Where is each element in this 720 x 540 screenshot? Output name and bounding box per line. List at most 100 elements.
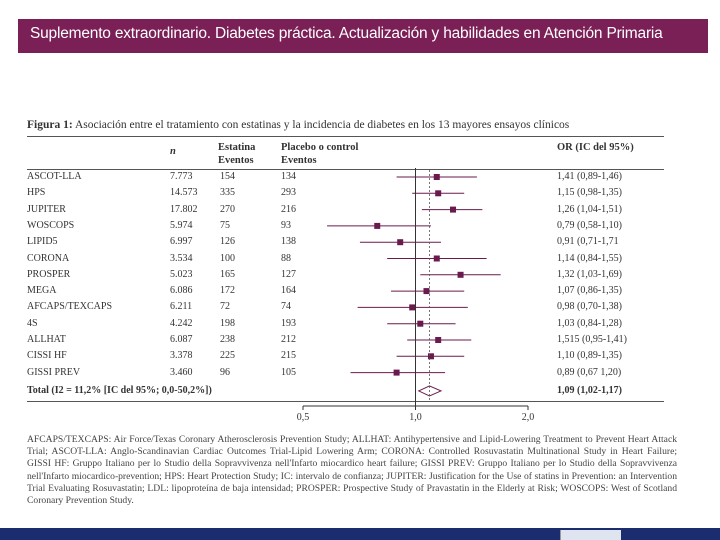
total-or-ci: 1,09 (1,02-1,17) <box>557 384 622 396</box>
row-study-name: CORONA <box>27 252 70 264</box>
row-or-ci: 1,515 (0,95-1,41) <box>557 334 627 345</box>
row-placebo-events: 105 <box>281 366 296 378</box>
row-placebo-events: 88 <box>281 252 291 264</box>
or-marker <box>409 304 416 311</box>
or-marker <box>417 320 424 327</box>
x-tick-label: 2,0 <box>522 412 535 423</box>
row-n: 7.773 <box>170 171 193 182</box>
abbreviations-footnote: AFCAPS/TEXCAPS: Air Force/Texas Coronary… <box>27 434 677 507</box>
row-n: 6.211 <box>170 301 193 313</box>
row-n: 6.087 <box>170 334 193 345</box>
journal-banner-title: Suplemento extraordinario. Diabetes prác… <box>30 25 663 42</box>
row-statin-events: 225 <box>220 350 235 362</box>
table-bottom-rule <box>27 401 664 402</box>
row-placebo-events: 74 <box>281 301 291 313</box>
row-n: 6.997 <box>170 236 193 248</box>
row-n: 3.534 <box>170 252 193 264</box>
row-placebo-events: 216 <box>281 203 296 215</box>
row-or-ci: 0,89 (0,67 1,20) <box>557 366 622 378</box>
or-marker <box>423 288 430 295</box>
row-statin-events: 238 <box>220 334 235 345</box>
row-or-ci: 1,07 (0,86-1,35) <box>557 285 622 297</box>
row-study-name: ALLHAT <box>27 334 66 345</box>
row-study-name: GISSI PREV <box>27 366 81 378</box>
bottom-bar-panel <box>560 530 621 540</box>
row-statin-events: 270 <box>220 203 235 215</box>
x-tick-label: 1,0 <box>409 412 422 423</box>
or-marker <box>435 337 442 343</box>
row-statin-events: 126 <box>220 236 235 248</box>
row-placebo-events: 212 <box>281 334 296 345</box>
row-n: 3.460 <box>170 366 193 378</box>
table-top-rule <box>27 136 664 137</box>
figure-caption-text: Asociación entre el tratamiento con esta… <box>74 119 570 131</box>
or-marker <box>427 353 434 360</box>
or-marker <box>433 174 440 180</box>
row-placebo-events: 138 <box>281 236 296 248</box>
row-or-ci: 0,79 (0,58-1,10) <box>557 219 622 231</box>
row-or-ci: 1,41 (0,89-1,46) <box>557 171 622 182</box>
total-diamond <box>417 385 443 397</box>
row-or-ci: 1,03 (0,84-1,28) <box>557 317 622 329</box>
figure-caption: Figura 1: Asociación entre el tratamient… <box>27 119 569 131</box>
row-or-ci: 1,26 (1,04-1,51) <box>557 203 622 215</box>
row-study-name: MEGA <box>27 285 57 297</box>
row-or-ci: 1,15 (0,98-1,35) <box>557 187 622 199</box>
row-n: 14.573 <box>170 187 198 199</box>
row-statin-events: 96 <box>220 366 230 378</box>
or-marker <box>435 190 442 197</box>
row-statin-events: 335 <box>220 187 235 199</box>
row-placebo-events: 127 <box>281 268 296 280</box>
or-marker <box>393 369 400 376</box>
row-placebo-events: 293 <box>281 187 296 199</box>
row-study-name: CISSI HF <box>27 350 67 362</box>
row-n: 17.802 <box>170 203 198 215</box>
row-study-name: 4S <box>27 317 38 329</box>
row-n: 3.378 <box>170 350 193 362</box>
row-statin-events: 100 <box>220 252 235 264</box>
header-or: OR (IC del 95%) <box>557 142 634 153</box>
or-marker <box>457 271 464 278</box>
figure-label: Figura 1: <box>27 119 73 131</box>
row-study-name: PROSPER <box>27 268 71 280</box>
row-n: 5.974 <box>170 219 193 231</box>
row-or-ci: 1,14 (0,84-1,55) <box>557 252 622 264</box>
row-study-name: HPS <box>27 187 46 199</box>
total-label: Total (I2 = 11,2% [IC del 95%; 0,0-50,2%… <box>27 384 212 396</box>
row-or-ci: 1,32 (1,03-1,69) <box>557 268 622 280</box>
row-study-name: WOSCOPS <box>27 219 75 231</box>
row-statin-events: 165 <box>220 268 235 280</box>
bottom-bar <box>0 528 720 540</box>
or-marker <box>374 222 381 229</box>
row-study-name: JUPITER <box>27 203 66 215</box>
row-or-ci: 0,91 (0,71-1,71 <box>557 236 619 248</box>
row-n: 4.242 <box>170 317 193 329</box>
row-placebo-events: 93 <box>281 219 291 231</box>
header-statin-events: Eventos <box>218 155 254 166</box>
x-tick-label: 0,5 <box>297 412 310 423</box>
journal-banner: Suplemento extraordinario. Diabetes prác… <box>18 19 708 53</box>
row-n: 6.086 <box>170 285 193 297</box>
header-n: n <box>170 146 176 157</box>
or-marker <box>450 206 457 213</box>
row-study-name: ASCOT-LLA <box>27 171 82 182</box>
row-study-name: LIPID5 <box>27 236 58 248</box>
row-placebo-events: 164 <box>281 285 296 297</box>
row-n: 5.023 <box>170 268 193 280</box>
or-marker <box>397 239 404 246</box>
header-placebo: Placebo o control <box>281 142 359 153</box>
row-or-ci: 1,10 (0,89-1,35) <box>557 350 622 362</box>
table-header-rule <box>27 169 664 170</box>
row-study-name: AFCAPS/TEXCAPS <box>27 301 113 313</box>
row-statin-events: 75 <box>220 219 230 231</box>
row-placebo-events: 134 <box>281 171 296 182</box>
row-placebo-events: 193 <box>281 317 296 329</box>
row-statin-events: 72 <box>220 301 230 313</box>
header-placebo-events: Eventos <box>281 155 317 166</box>
row-statin-events: 172 <box>220 285 235 297</box>
row-placebo-events: 215 <box>281 350 296 362</box>
row-statin-events: 198 <box>220 317 235 329</box>
row-or-ci: 0,98 (0,70-1,38) <box>557 301 622 313</box>
or-marker <box>433 255 440 262</box>
